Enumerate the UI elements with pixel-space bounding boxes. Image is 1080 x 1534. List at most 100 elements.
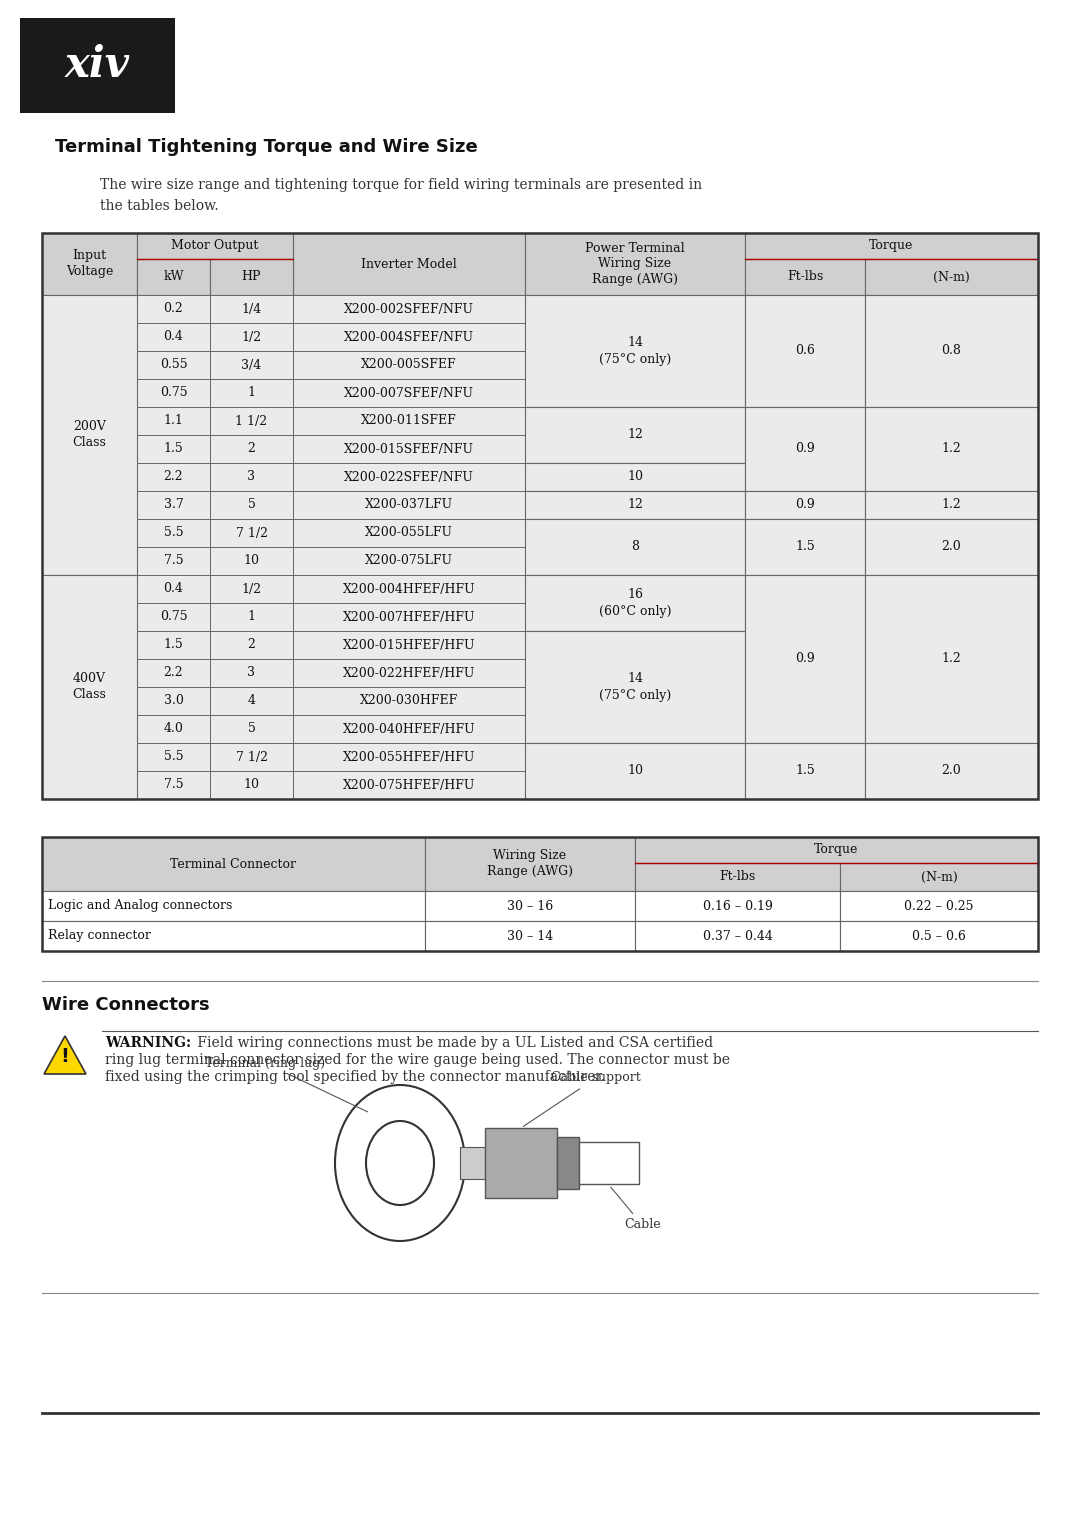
Text: 1.5: 1.5 bbox=[795, 540, 815, 554]
Bar bbox=[579, 1141, 639, 1184]
Bar bbox=[210, 436, 293, 463]
Bar bbox=[745, 491, 865, 518]
Bar bbox=[865, 575, 1038, 742]
Bar bbox=[137, 575, 210, 603]
Polygon shape bbox=[44, 1035, 86, 1074]
Text: 0.4: 0.4 bbox=[163, 583, 184, 595]
Text: 1.2: 1.2 bbox=[942, 442, 961, 456]
Bar bbox=[865, 324, 1038, 351]
Bar bbox=[525, 295, 745, 407]
Bar bbox=[865, 630, 1038, 660]
Text: 14
(75°C only): 14 (75°C only) bbox=[599, 672, 671, 701]
Bar bbox=[137, 379, 210, 407]
Bar bbox=[745, 295, 865, 407]
Text: 400V
Class: 400V Class bbox=[72, 672, 107, 701]
Bar bbox=[293, 351, 525, 379]
Bar bbox=[42, 233, 1038, 799]
Bar bbox=[745, 518, 865, 575]
Bar bbox=[525, 518, 745, 548]
Text: 5.5: 5.5 bbox=[164, 526, 184, 540]
Bar bbox=[137, 259, 210, 295]
Text: 1.5: 1.5 bbox=[164, 638, 184, 652]
Text: 7 1/2: 7 1/2 bbox=[235, 526, 268, 540]
Bar bbox=[840, 891, 1038, 920]
Bar bbox=[42, 379, 137, 407]
Bar bbox=[865, 259, 1038, 295]
Bar bbox=[42, 838, 1038, 951]
Ellipse shape bbox=[335, 1085, 465, 1241]
Text: 2.0: 2.0 bbox=[942, 540, 961, 554]
Text: Relay connector: Relay connector bbox=[48, 930, 151, 942]
Bar bbox=[635, 920, 840, 951]
Bar bbox=[210, 575, 293, 603]
Bar bbox=[865, 687, 1038, 715]
Bar bbox=[525, 742, 745, 772]
Text: 3: 3 bbox=[247, 471, 256, 483]
Bar bbox=[525, 351, 745, 379]
Bar bbox=[137, 715, 210, 742]
Text: HP: HP bbox=[242, 270, 261, 284]
Text: 0.5 – 0.6: 0.5 – 0.6 bbox=[913, 930, 966, 942]
Bar bbox=[525, 233, 745, 295]
Text: 14
(75°C only): 14 (75°C only) bbox=[599, 336, 671, 365]
Text: X200-015SFEF/NFU: X200-015SFEF/NFU bbox=[345, 442, 474, 456]
Bar bbox=[210, 548, 293, 575]
Text: 16
(60°C only): 16 (60°C only) bbox=[598, 589, 672, 618]
Bar bbox=[42, 687, 137, 715]
Text: 0.22 – 0.25: 0.22 – 0.25 bbox=[904, 899, 974, 913]
Text: 1: 1 bbox=[247, 387, 256, 399]
Bar bbox=[137, 295, 210, 324]
Bar bbox=[745, 575, 865, 603]
Bar bbox=[42, 891, 426, 920]
Bar bbox=[745, 772, 865, 799]
Bar bbox=[137, 351, 210, 379]
Bar bbox=[865, 407, 1038, 436]
Bar bbox=[745, 233, 1038, 259]
Text: 3.0: 3.0 bbox=[163, 695, 184, 707]
Bar bbox=[137, 233, 293, 259]
Bar bbox=[42, 436, 137, 463]
Text: 0.8: 0.8 bbox=[942, 345, 961, 357]
Bar bbox=[525, 324, 745, 351]
Bar bbox=[42, 295, 137, 575]
Text: (N-m): (N-m) bbox=[933, 270, 970, 284]
Text: 7.5: 7.5 bbox=[164, 778, 184, 792]
Text: Terminal (ring lug): Terminal (ring lug) bbox=[205, 1057, 367, 1112]
Bar bbox=[525, 463, 745, 491]
Bar bbox=[745, 518, 865, 548]
Text: 1.5: 1.5 bbox=[164, 442, 184, 456]
Text: 10: 10 bbox=[627, 764, 643, 778]
Bar bbox=[525, 575, 745, 630]
Bar bbox=[525, 660, 745, 687]
Bar bbox=[525, 630, 745, 742]
Text: Motor Output: Motor Output bbox=[172, 239, 259, 253]
Text: X200-022SFEF/NFU: X200-022SFEF/NFU bbox=[345, 471, 474, 483]
Bar bbox=[293, 548, 525, 575]
Bar bbox=[745, 324, 865, 351]
Bar bbox=[745, 575, 865, 742]
Text: 2: 2 bbox=[247, 442, 256, 456]
Text: Power Terminal
Wiring Size
Range (AWG): Power Terminal Wiring Size Range (AWG) bbox=[585, 242, 685, 285]
Bar bbox=[745, 660, 865, 687]
Text: 1/4: 1/4 bbox=[241, 302, 261, 316]
Bar bbox=[137, 407, 210, 436]
Bar bbox=[745, 687, 865, 715]
Bar bbox=[865, 295, 1038, 407]
Bar bbox=[865, 715, 1038, 742]
Bar bbox=[745, 259, 865, 295]
Text: fixed using the crimping tool specified by the connector manufacturer.: fixed using the crimping tool specified … bbox=[105, 1071, 605, 1085]
Bar bbox=[865, 518, 1038, 575]
Bar bbox=[865, 491, 1038, 518]
Bar bbox=[865, 603, 1038, 630]
Text: Field wiring connections must be made by a UL Listed and CSA certified: Field wiring connections must be made by… bbox=[193, 1035, 713, 1049]
Bar bbox=[137, 630, 210, 660]
Bar bbox=[42, 742, 137, 772]
Bar bbox=[210, 351, 293, 379]
Text: X200-030HFEF: X200-030HFEF bbox=[360, 695, 458, 707]
Text: Ft-lbs: Ft-lbs bbox=[787, 270, 823, 284]
Text: 1: 1 bbox=[247, 611, 256, 623]
Text: X200-004HFEF/HFU: X200-004HFEF/HFU bbox=[342, 583, 475, 595]
Bar bbox=[137, 660, 210, 687]
Text: 5: 5 bbox=[247, 723, 256, 735]
Bar bbox=[293, 233, 525, 295]
